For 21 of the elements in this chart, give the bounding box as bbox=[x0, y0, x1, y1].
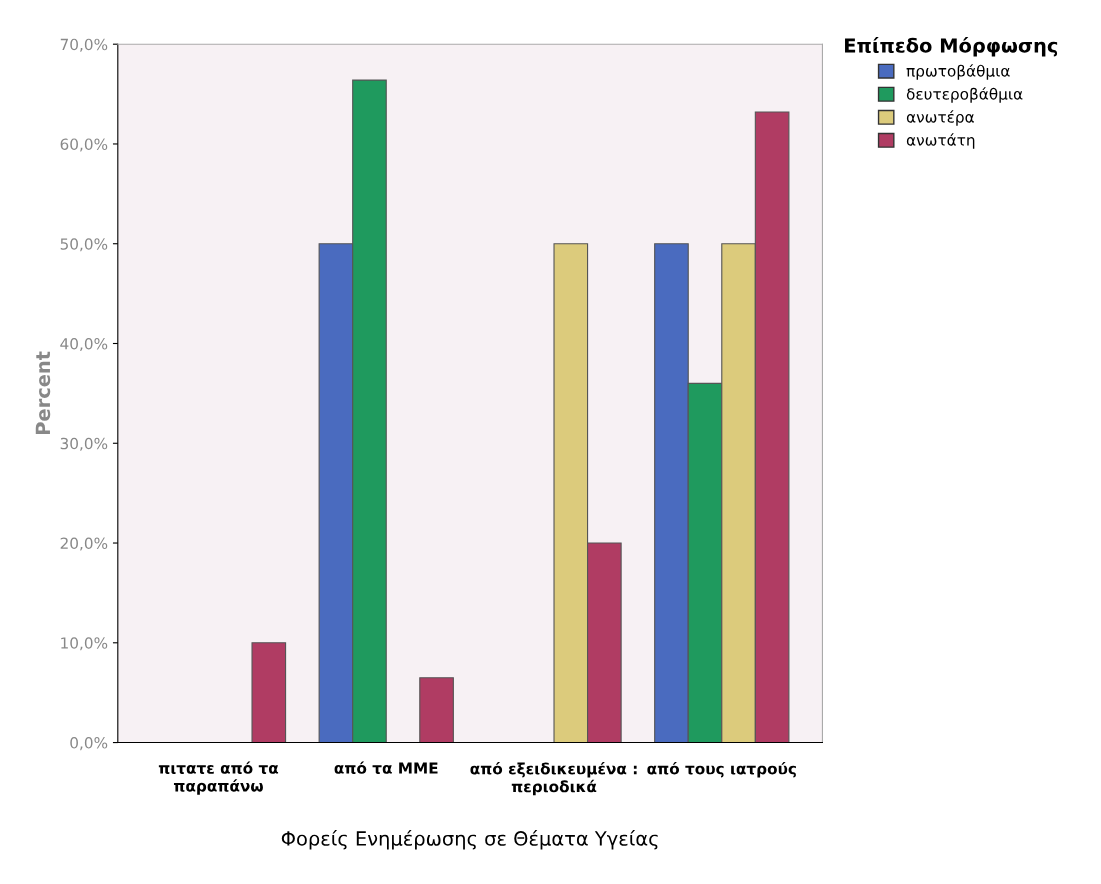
y-tick-label: 20,0% bbox=[60, 537, 108, 551]
bar bbox=[419, 677, 454, 743]
x-tick-label: από εξειδικευμένα : περιοδικά bbox=[470, 762, 637, 796]
legend-label: δευτεροβάθμια bbox=[906, 87, 1023, 103]
y-tick-label: 30,0% bbox=[60, 437, 108, 451]
y-axis-title: Percent bbox=[35, 351, 51, 435]
y-tick-label: 10,0% bbox=[61, 637, 108, 651]
bar bbox=[251, 642, 287, 743]
legend-label: πρωτοβάθμια bbox=[906, 64, 1010, 80]
legend-title: Επίπεδο Μόρφωσης bbox=[845, 37, 1058, 57]
y-tick-label: 40,0% bbox=[60, 337, 108, 352]
y-tick-label: 0,0% bbox=[70, 737, 108, 751]
legend-label: ανωτέρα bbox=[906, 110, 974, 126]
y-tick-label: 60,0% bbox=[60, 138, 108, 152]
x-tick-label: πιτατε από τα παραπάνω bbox=[158, 761, 279, 795]
y-tick-label: 50,0% bbox=[60, 238, 108, 252]
legend-label: ανωτάτη bbox=[906, 133, 975, 149]
x-tick-label: από τους ιατρούς bbox=[647, 762, 796, 778]
y-tick-label: 70,0% bbox=[60, 38, 108, 52]
x-tick-label: από τα ΜΜΕ bbox=[334, 761, 438, 774]
x-axis-title: Φορείς Ενημέρωσης σε Θέματα Υγείας bbox=[281, 829, 658, 850]
